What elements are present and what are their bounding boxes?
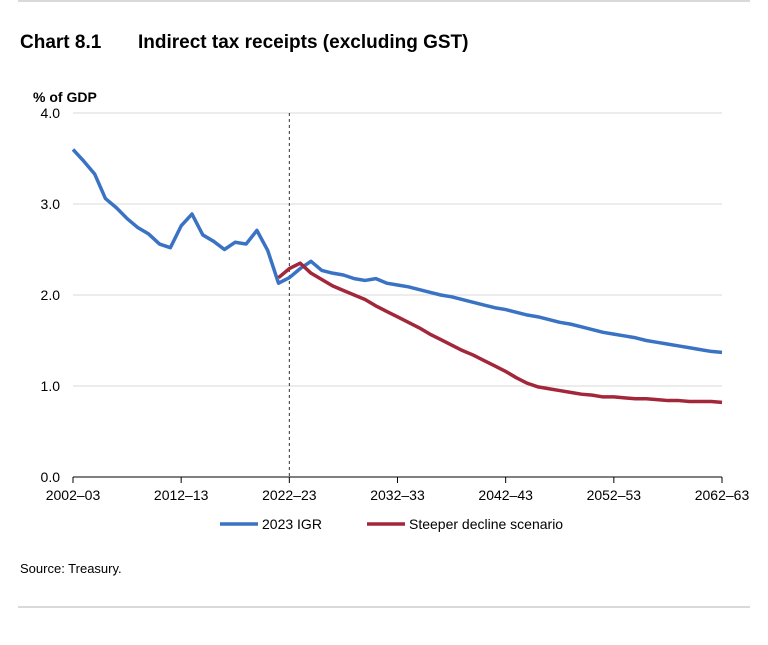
y-axis-unit-label: % of GDP (33, 89, 97, 105)
legend-label: Steeper decline scenario (409, 516, 563, 532)
chart-title: Indirect tax receipts (excluding GST) (138, 32, 469, 53)
x-tick-label: 2022–23 (262, 487, 317, 503)
legend-label: 2023 IGR (262, 516, 322, 532)
y-axis-ticks: 0.0 1.0 2.0 3.0 4.0 (41, 105, 61, 485)
bottom-divider (18, 606, 750, 608)
series-line-2023-igr (71, 148, 723, 355)
gridlines (73, 112, 722, 387)
series-lines (71, 148, 723, 405)
y-tick-label: 2.0 (41, 287, 61, 303)
x-tick-label: 2042–43 (478, 487, 533, 503)
x-tick-label: 2012–13 (154, 487, 209, 503)
x-tick-label: 2032–33 (370, 487, 425, 503)
source-note: Source: Treasury. (20, 561, 122, 576)
line-chart: 0.01.02.03.04.0 % of GDP 2002–03 2012–13 2… (33, 89, 750, 532)
x-tick-label: 2002–03 (46, 487, 101, 503)
chart-heading: Chart 8.1 Indirect tax receipts (excludin… (20, 32, 468, 54)
series-line-steeper-decline (277, 261, 723, 405)
x-tick-label: 2052–53 (587, 487, 642, 503)
y-tick-label: 3.0 (41, 196, 61, 212)
chart-number: Chart 8.1 (20, 32, 102, 53)
y-tick-label: 4.0 (41, 105, 61, 121)
y-tick-label: 1.0 (41, 378, 61, 394)
x-axis-ticks: 2002–03 2012–13 2022–23 2032–33 2042–43 2052–… (46, 477, 750, 503)
top-divider (18, 0, 750, 2)
x-tick-label: 2062–63 (695, 487, 750, 503)
y-tick-label: 0.0 (41, 469, 61, 485)
legend: 2023 IGR Steeper decline scenario (220, 516, 563, 532)
